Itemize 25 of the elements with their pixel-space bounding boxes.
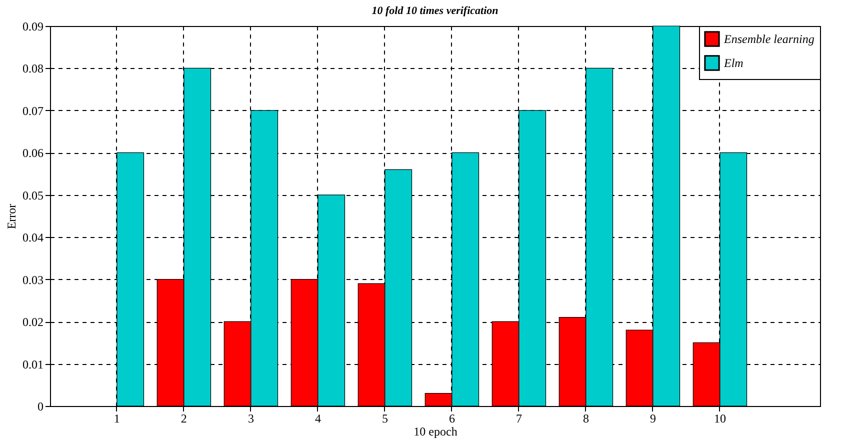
y-tick-label: 0.08 xyxy=(22,62,44,76)
x-tick-label: 8 xyxy=(582,412,589,426)
x-tick-label: 1 xyxy=(114,412,120,426)
x-tick-label: 6 xyxy=(448,412,455,426)
y-tick-label: 0.02 xyxy=(22,315,44,330)
y-tick-label: 0.03 xyxy=(22,272,44,287)
legend-label: Elm xyxy=(723,56,744,70)
legend-label: Ensemble learning xyxy=(723,32,814,46)
x-tick-label: 2 xyxy=(180,412,187,426)
x-tick-label: 3 xyxy=(248,412,254,426)
y-tick-label: 0.05 xyxy=(22,188,44,202)
x-tick-label: 4 xyxy=(314,412,321,426)
y-axis-title: Error xyxy=(4,204,18,230)
y-tick-label: 0.09 xyxy=(22,20,44,34)
x-tick-label: 5 xyxy=(382,412,388,426)
x-tick-label: 9 xyxy=(650,412,656,426)
x-tick-label: 7 xyxy=(516,412,522,426)
x-tick-label: 10 xyxy=(714,412,726,426)
y-tick-label: 0.07 xyxy=(22,104,44,118)
y-tick-label: 0.04 xyxy=(22,230,44,245)
chart-title: 10 fold 10 times verification xyxy=(372,5,498,17)
x-axis-title: 10 epoch xyxy=(414,424,458,438)
y-tick-label: 0 xyxy=(38,400,44,414)
y-tick-label: 0.06 xyxy=(22,146,44,160)
y-tick-label: 0.01 xyxy=(22,357,44,372)
